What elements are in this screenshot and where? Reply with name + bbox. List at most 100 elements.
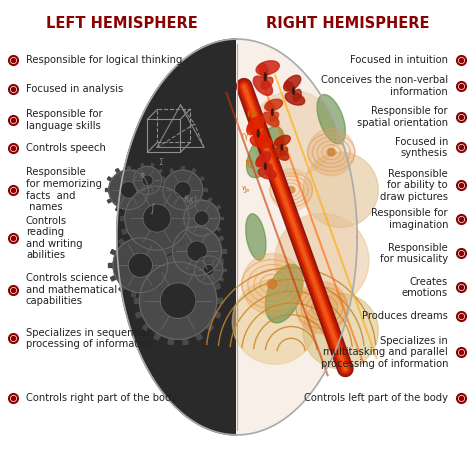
Circle shape: [125, 186, 189, 250]
Text: Focused in
synthesis: Focused in synthesis: [395, 137, 448, 158]
Circle shape: [195, 256, 223, 284]
Bar: [191, 169, 196, 174]
Bar: [212, 253, 215, 258]
Ellipse shape: [285, 92, 305, 105]
Bar: [143, 323, 151, 331]
Bar: [137, 205, 142, 211]
Circle shape: [251, 91, 336, 176]
Bar: [157, 169, 163, 173]
Bar: [166, 264, 173, 267]
Circle shape: [303, 293, 378, 369]
Ellipse shape: [280, 147, 288, 156]
Bar: [141, 192, 145, 198]
Text: Responsible for
language skills: Responsible for language skills: [26, 109, 102, 131]
Bar: [182, 209, 184, 214]
Text: Focused in intuition: Focused in intuition: [350, 55, 448, 65]
Text: $f(x)$: $f(x)$: [182, 193, 197, 205]
Bar: [137, 169, 142, 174]
Bar: [136, 283, 144, 290]
Bar: [116, 169, 120, 174]
Bar: [159, 189, 164, 191]
Bar: [108, 264, 114, 267]
Ellipse shape: [256, 61, 279, 75]
Bar: [219, 277, 224, 281]
Circle shape: [120, 182, 137, 198]
Bar: [155, 284, 162, 292]
Bar: [174, 230, 181, 237]
Ellipse shape: [248, 124, 259, 135]
Bar: [168, 337, 174, 345]
Bar: [177, 190, 185, 198]
Bar: [155, 249, 159, 255]
Text: Produces dreams: Produces dreams: [362, 310, 448, 321]
Bar: [136, 311, 144, 318]
Bar: [185, 228, 192, 234]
Bar: [155, 181, 159, 187]
Circle shape: [109, 170, 148, 210]
Bar: [143, 270, 151, 278]
Circle shape: [275, 213, 369, 308]
Ellipse shape: [253, 76, 273, 95]
Ellipse shape: [264, 99, 283, 111]
Bar: [119, 239, 126, 246]
Text: Controls science
and mathematical
capabilities: Controls science and mathematical capabi…: [26, 273, 117, 306]
Bar: [107, 198, 113, 203]
Text: $\Sigma$: $\Sigma$: [158, 156, 165, 167]
Bar: [215, 226, 220, 231]
Circle shape: [142, 175, 153, 186]
Bar: [168, 255, 175, 260]
Ellipse shape: [256, 152, 271, 167]
Bar: [154, 261, 161, 269]
Bar: [150, 164, 154, 168]
Bar: [170, 205, 175, 211]
Bar: [188, 216, 194, 220]
Ellipse shape: [265, 264, 303, 323]
Ellipse shape: [259, 64, 268, 78]
Circle shape: [328, 149, 335, 156]
Bar: [182, 166, 184, 171]
Text: Responsible for
spatial orientation: Responsible for spatial orientation: [357, 106, 448, 128]
Bar: [163, 250, 170, 255]
Ellipse shape: [257, 158, 266, 167]
Text: m: m: [246, 109, 256, 119]
Bar: [167, 183, 173, 190]
Bar: [208, 233, 212, 238]
Circle shape: [268, 280, 277, 289]
Text: RIGHT HEMISPHERE: RIGHT HEMISPHERE: [266, 16, 429, 30]
Circle shape: [187, 241, 207, 262]
Circle shape: [173, 227, 221, 276]
Bar: [168, 243, 175, 247]
Ellipse shape: [259, 131, 267, 144]
Bar: [185, 202, 192, 208]
Text: Responsible
for musicality: Responsible for musicality: [380, 243, 448, 264]
Text: Creates
emotions: Creates emotions: [402, 277, 448, 298]
Bar: [191, 205, 196, 211]
Bar: [215, 205, 220, 210]
Text: Controls left part of the body: Controls left part of the body: [304, 393, 448, 403]
Bar: [145, 291, 149, 297]
Ellipse shape: [258, 168, 276, 179]
Circle shape: [318, 304, 326, 311]
Ellipse shape: [264, 163, 266, 169]
Circle shape: [242, 254, 303, 315]
Ellipse shape: [293, 89, 301, 101]
Circle shape: [128, 253, 153, 277]
Bar: [141, 183, 147, 190]
Bar: [154, 332, 161, 340]
Text: Specializes in
multitasking and parallel
processing of information: Specializes in multitasking and parallel…: [320, 336, 448, 369]
Bar: [198, 198, 204, 203]
Bar: [167, 246, 173, 254]
Bar: [127, 209, 130, 214]
Bar: [213, 311, 220, 318]
Ellipse shape: [274, 148, 289, 160]
Bar: [213, 283, 220, 290]
Bar: [170, 169, 175, 174]
Bar: [220, 249, 226, 253]
Bar: [162, 198, 167, 203]
Bar: [161, 179, 165, 182]
Circle shape: [113, 238, 168, 292]
Bar: [127, 166, 130, 171]
Bar: [187, 230, 191, 235]
Ellipse shape: [264, 73, 266, 81]
Bar: [209, 226, 215, 233]
